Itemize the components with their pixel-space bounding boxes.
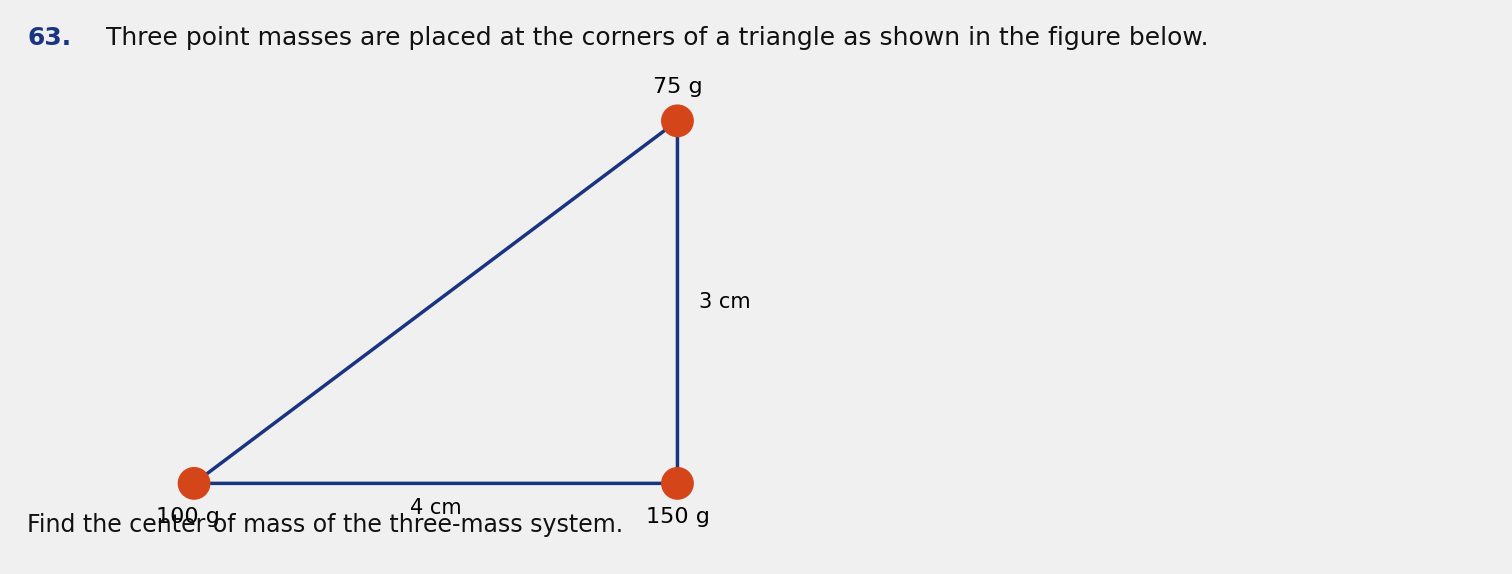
Text: Find the center of mass of the three-mass system.: Find the center of mass of the three-mas… [27, 513, 623, 537]
Circle shape [178, 468, 210, 499]
Text: 63.: 63. [27, 26, 71, 50]
Text: 3 cm: 3 cm [699, 292, 751, 312]
Text: 100 g: 100 g [156, 507, 219, 527]
Text: 150 g: 150 g [646, 507, 709, 527]
Circle shape [662, 105, 692, 137]
Circle shape [662, 468, 692, 499]
Text: 4 cm: 4 cm [410, 498, 461, 518]
Text: 75 g: 75 g [653, 77, 702, 97]
Text: Three point masses are placed at the corners of a triangle as shown in the figur: Three point masses are placed at the cor… [98, 26, 1210, 50]
